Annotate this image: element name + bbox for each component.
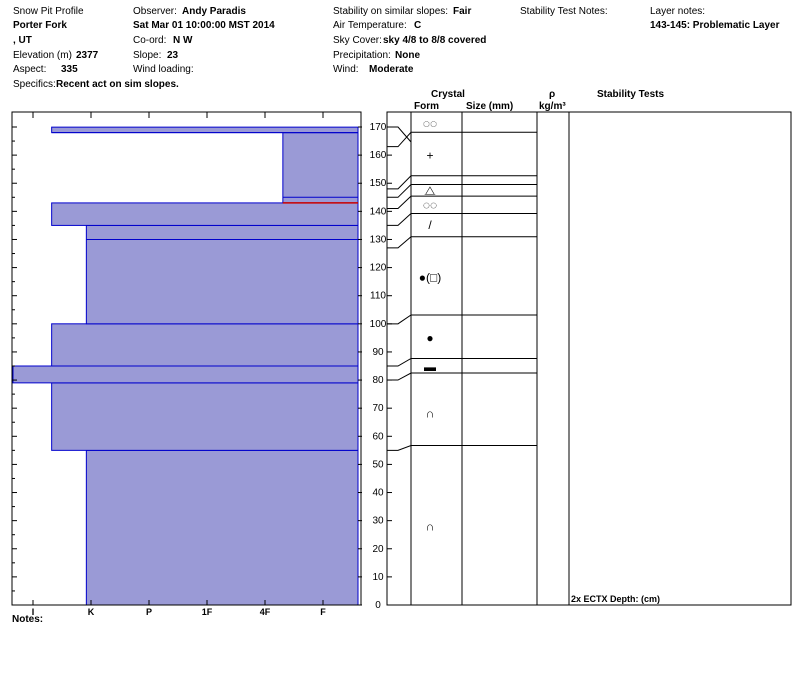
height-label-170: 170 xyxy=(370,122,387,133)
size-header: Size (mm) xyxy=(466,101,514,112)
height-label-160: 160 xyxy=(370,150,387,161)
sky-cover-value: sky 4/8 to 8/8 covered xyxy=(383,35,487,46)
crystal-table-frame xyxy=(386,111,792,606)
hardness-label-P: P xyxy=(146,607,152,617)
grain-form-symbol-4: ◌◌ xyxy=(423,198,437,212)
height-label-130: 130 xyxy=(370,234,387,245)
height-label-80: 80 xyxy=(372,375,384,386)
air-temp-label: Air Temperature: xyxy=(333,20,407,31)
grain-form-symbol-1: ◌◌ xyxy=(423,117,437,131)
height-label-60: 60 xyxy=(372,431,384,442)
hardness-plot-frame xyxy=(11,111,362,606)
stability-test-result: 2x ECTX Depth: (cm) xyxy=(571,594,660,604)
layer-boundary-80 xyxy=(387,372,537,381)
aspect-label: Aspect: xyxy=(13,64,47,75)
notes-label: Notes: xyxy=(12,614,44,625)
density-unit-header: kg/m³ xyxy=(539,101,566,112)
grain-form-symbol-5: / xyxy=(428,218,432,232)
height-label-110: 110 xyxy=(370,291,386,302)
layer-boundary-127 xyxy=(387,236,537,249)
grain-form-symbol-8: ▬ xyxy=(424,360,436,374)
hardness-label-1F: 1F xyxy=(202,607,213,617)
density-symbol-header: ρ xyxy=(549,89,556,100)
slope-value: 23 xyxy=(167,50,179,61)
datetime: Sat Mar 01 10:00:00 MST 2014 xyxy=(133,20,275,31)
aspect-value: 335 xyxy=(61,64,78,75)
specifics-label: Specifics: xyxy=(13,79,56,90)
grain-form-symbol-10: ∩ xyxy=(426,520,435,534)
hardness-profile-layers xyxy=(12,126,359,606)
stability-tests-header: Stability Tests xyxy=(597,89,665,100)
hardness-label-I: I xyxy=(32,607,35,617)
height-label-40: 40 xyxy=(372,488,384,499)
slope-label: Slope: xyxy=(133,50,162,61)
height-label-10: 10 xyxy=(372,572,384,583)
grain-form-symbol-3: ⧍ xyxy=(424,183,435,197)
layer-boundaries xyxy=(387,126,537,451)
wind-value: Moderate xyxy=(369,64,414,75)
app-title: Snow Pit Profile xyxy=(13,6,84,17)
height-label-100: 100 xyxy=(370,319,387,330)
hardness-layer-2 xyxy=(51,382,359,451)
layer-boundary-141 xyxy=(387,195,537,210)
hardness-label-F: F xyxy=(320,607,326,617)
precipitation-label: Precipitation: xyxy=(333,50,391,61)
location: Porter Fork xyxy=(13,20,67,31)
height-label-50: 50 xyxy=(372,459,384,470)
elevation-value: 2377 xyxy=(76,50,99,61)
observer-label: Observer: xyxy=(133,6,177,17)
height-label-0: 0 xyxy=(375,600,381,611)
layer-boundary-163 xyxy=(387,131,537,148)
wind-label: Wind: xyxy=(333,64,359,75)
height-label-70: 70 xyxy=(372,403,384,414)
height-label-90: 90 xyxy=(372,347,384,358)
layer-boundary-145 xyxy=(387,184,537,198)
stability-label: Stability on similar slopes: xyxy=(333,6,449,17)
height-label-150: 150 xyxy=(370,178,387,189)
grain-form-symbol-7: ● xyxy=(426,331,433,345)
air-temp-value: C xyxy=(414,20,422,31)
hardness-layer-5 xyxy=(85,224,359,325)
coord-label: Co-ord: xyxy=(133,35,167,46)
precipitation-value: None xyxy=(395,50,420,61)
elevation-label: Elevation (m) xyxy=(13,50,72,61)
coord-value: N W xyxy=(173,35,193,46)
hardness-layer-3 xyxy=(12,365,359,384)
layer-notes-label: Layer notes: xyxy=(650,6,706,17)
layer-boundary-55 xyxy=(387,445,537,451)
hardness-layer-8 xyxy=(51,126,359,134)
hardness-axis: I K P 1F 4F F xyxy=(32,112,326,617)
sky-cover-label: Sky Cover: xyxy=(333,35,382,46)
height-label-30: 30 xyxy=(372,516,384,527)
height-label-140: 140 xyxy=(370,206,387,217)
crystal-header: Crystal xyxy=(431,89,465,100)
hardness-layer-4 xyxy=(51,323,359,367)
layer-boundary-100 xyxy=(387,314,537,325)
grain-form-symbol-2: + xyxy=(426,149,433,163)
hardness-layer-1 xyxy=(85,449,359,606)
layer-notes-value: 143-145: Problematic Layer xyxy=(650,20,780,31)
height-label-120: 120 xyxy=(370,263,387,274)
layer-boundary-170 xyxy=(387,126,412,143)
stability-value: Fair xyxy=(453,6,472,17)
height-label-20: 20 xyxy=(372,544,384,555)
observer-value: Andy Paradis xyxy=(182,6,246,17)
hardness-layer-6 xyxy=(51,202,359,226)
wind-loading-label: Wind loading: xyxy=(133,64,194,75)
form-header: Form xyxy=(414,101,439,112)
grain-form-symbol-6: ●(□) xyxy=(419,270,442,284)
hardness-layer-7 xyxy=(282,132,359,204)
grain-forms: ◌◌+⧍◌◌/●(□)●▬∩∩ xyxy=(419,117,442,534)
state: , UT xyxy=(13,35,32,46)
layer-boundary-135 xyxy=(387,213,537,226)
height-axis: 0 10 20 30 40 50 60 70 80 90 100 110 120 130 140 150 160… xyxy=(12,122,392,611)
hardness-label-K: K xyxy=(88,607,95,617)
specifics-value: Recent act on sim slopes. xyxy=(56,79,179,90)
stability-test-notes-label: Stability Test Notes: xyxy=(520,6,608,17)
layer-boundary-85 xyxy=(387,358,537,367)
layer-boundary-148 xyxy=(387,175,537,190)
hardness-label-4F: 4F xyxy=(260,607,271,617)
grain-form-symbol-9: ∩ xyxy=(426,407,435,421)
